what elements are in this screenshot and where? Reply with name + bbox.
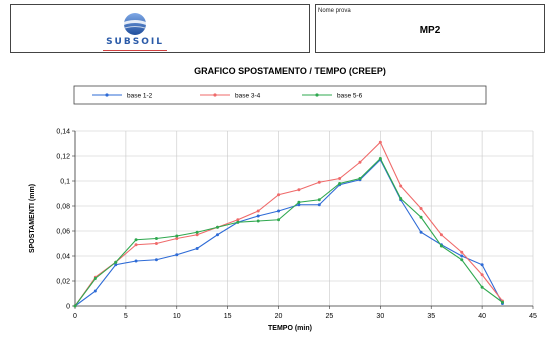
data-point-series-1 [256, 214, 260, 218]
data-point-series-2 [439, 233, 443, 237]
y-tick-label: 0,12 [56, 154, 70, 161]
y-tick-label: 0,1 [60, 179, 70, 186]
data-point-series-2 [460, 250, 464, 254]
legend-marker-1 [105, 93, 109, 97]
x-tick-label: 35 [427, 313, 435, 320]
legend-label-2: base 3-4 [235, 92, 261, 99]
legend-marker-2 [213, 93, 217, 97]
data-point-series-3 [114, 260, 118, 264]
data-point-series-3 [358, 177, 362, 180]
data-point-series-2 [399, 184, 403, 188]
series-line-1 [74, 158, 503, 307]
y-tick-label: 0,08 [56, 204, 70, 211]
data-point-series-3 [480, 285, 484, 289]
series-line-2 [74, 141, 503, 307]
data-point-series-3 [93, 277, 97, 280]
data-point-series-3 [297, 200, 301, 204]
data-point-series-1 [297, 203, 301, 207]
x-axis-label: TEMPO (min) [268, 325, 312, 332]
data-point-series-1 [175, 253, 179, 257]
data-point-series-3 [500, 300, 504, 304]
data-point-series-2 [277, 193, 281, 197]
data-point-series-3 [215, 225, 219, 229]
data-point-series-1 [460, 254, 464, 258]
creep-chart: GRAFICO SPOSTAMENTO / TEMPO (CREEP) base … [29, 66, 537, 332]
data-point-series-2 [419, 207, 423, 210]
company-logo: SUBSOIL [85, 9, 185, 51]
data-point-series-1 [114, 263, 118, 267]
globe-icon [124, 13, 146, 35]
data-point-series-2 [154, 242, 158, 245]
x-tick-label: 15 [224, 313, 232, 320]
data-point-series-2 [378, 140, 382, 144]
test-name-value: MP2 [419, 25, 441, 36]
y-tick-label: 0,04 [56, 254, 70, 261]
data-point-series-2 [236, 218, 240, 222]
data-point-series-1 [154, 258, 158, 262]
legend-label-3: base 5-6 [337, 92, 363, 99]
chart-panel: GRAFICO SPOSTAMENTO / TEMPO (CREEP) base … [22, 58, 543, 350]
data-point-series-3 [399, 197, 403, 200]
data-point-series-3 [195, 230, 199, 234]
logo-underline [103, 50, 167, 51]
legend-marker-3 [315, 93, 319, 97]
data-point-series-3 [439, 244, 443, 248]
data-point-series-3 [73, 304, 77, 308]
data-point-series-2 [480, 273, 484, 277]
series-line-3 [74, 157, 503, 307]
data-point-series-3 [134, 238, 138, 242]
test-name-box: Nome prova MP2 [315, 4, 545, 53]
y-tick-label: 0 [66, 304, 70, 311]
x-tick-label: 10 [173, 313, 181, 320]
data-point-series-2 [134, 243, 138, 247]
y-tick-label: 0,14 [56, 129, 70, 136]
logo-box: SUBSOIL [10, 4, 310, 53]
legend-box [73, 85, 487, 105]
data-point-series-2 [317, 180, 321, 184]
data-point-series-1 [215, 233, 219, 237]
x-tick-label: 5 [124, 313, 128, 320]
data-point-series-3 [277, 218, 281, 222]
data-point-series-3 [154, 237, 158, 240]
data-point-series-3 [419, 215, 423, 219]
data-point-series-3 [378, 157, 382, 160]
data-point-series-1 [93, 289, 97, 293]
data-point-series-1 [134, 259, 138, 263]
data-point-series-2 [256, 209, 260, 213]
data-point-series-1 [277, 209, 281, 213]
logo-text: SUBSOIL [106, 37, 164, 47]
x-tick-label: 20 [275, 313, 283, 320]
x-tick-label: 45 [529, 313, 537, 320]
data-point-series-3 [460, 258, 464, 262]
y-axis-label: SPOSTAMENTI (mm) [29, 184, 36, 253]
x-tick-label: 25 [326, 313, 334, 320]
data-point-series-2 [297, 188, 301, 192]
data-point-series-3 [236, 220, 240, 224]
data-point-series-2 [195, 233, 199, 237]
data-point-series-2 [358, 160, 362, 164]
legend-label-1: base 1-2 [127, 92, 153, 99]
data-point-series-3 [338, 182, 342, 185]
test-name-label: Nome prova [318, 8, 351, 14]
data-point-series-3 [175, 234, 179, 238]
chart-title: GRAFICO SPOSTAMENTO / TEMPO (CREEP) [194, 66, 386, 76]
data-point-series-3 [256, 219, 260, 223]
data-point-series-1 [317, 203, 321, 207]
data-point-series-1 [480, 263, 484, 267]
y-tick-label: 0,06 [56, 229, 70, 236]
data-point-series-1 [419, 230, 423, 234]
data-point-series-2 [338, 177, 342, 180]
data-point-series-1 [195, 247, 199, 250]
y-tick-label: 0,02 [56, 279, 70, 286]
x-tick-label: 30 [376, 313, 384, 320]
x-tick-label: 0 [73, 313, 77, 320]
data-point-series-2 [175, 237, 179, 240]
x-tick-label: 40 [478, 313, 486, 320]
data-point-series-3 [317, 198, 321, 202]
